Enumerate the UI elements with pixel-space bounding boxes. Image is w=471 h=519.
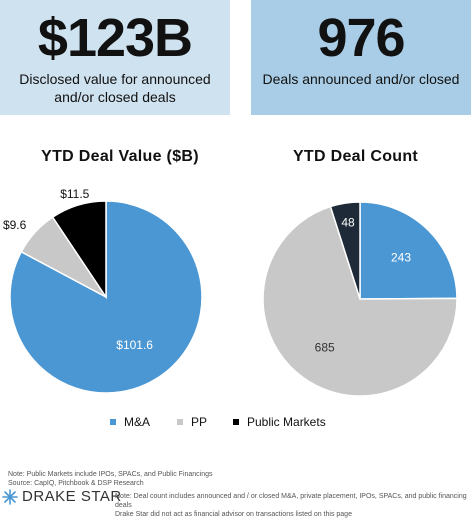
kpi-deal-value-description: Disclosed value for announced and/or clo… bbox=[19, 71, 211, 105]
footnote-left-line1: Note: Public Markets include IPOs, SPACs… bbox=[8, 471, 213, 478]
slice-pp bbox=[262, 205, 458, 397]
slice-label-pp: 685 bbox=[315, 341, 335, 355]
legend-swatch-public-markets bbox=[233, 419, 239, 425]
legend-item-pp: PP bbox=[177, 415, 207, 429]
slice-label-maa: $101.6 bbox=[116, 338, 153, 352]
kpi-deal-count-description: Deals announced and/or closed bbox=[262, 71, 460, 87]
legend-item-ma: M&A bbox=[110, 415, 150, 429]
deal-count-pie-chart: 243 685 48 bbox=[262, 201, 458, 397]
drake-star-logo: DRAKE STAR bbox=[2, 488, 122, 505]
slice-label-pp: $9.6 bbox=[3, 218, 27, 232]
slice-public-markets bbox=[329, 201, 361, 300]
slice-maa bbox=[359, 201, 458, 300]
kpi-deal-count-number: 976 bbox=[317, 8, 405, 68]
deal-value-pie-chart: $101.6 $9.6 $11.5 bbox=[3, 187, 203, 394]
kpi-deal-count: 976 Deals announced and/or closed bbox=[251, 0, 471, 115]
slice-label-maa: 243 bbox=[391, 251, 411, 265]
logo-text: DRAKE STAR bbox=[22, 488, 122, 505]
star-burst-icon bbox=[2, 488, 18, 505]
footnote-right-line1: Note: Deal count includes announced and … bbox=[115, 493, 467, 509]
footnote-left: Note: Public Markets include IPOs, SPACs… bbox=[8, 470, 213, 488]
legend-item-public-markets: Public Markets bbox=[233, 415, 326, 429]
footnote-left-line2: Source: CapIQ, Pitchbook & DSP Research bbox=[8, 480, 144, 487]
legend-label-pp: PP bbox=[191, 415, 208, 429]
slice-label-public-markets: 48 bbox=[341, 215, 355, 229]
slice-maa bbox=[9, 200, 203, 394]
legend-swatch-pp bbox=[177, 419, 183, 425]
slice-public-markets bbox=[51, 200, 107, 300]
legend-swatch-ma bbox=[110, 419, 116, 425]
legend-label-ma: M&A bbox=[124, 415, 151, 429]
legend-label-public-markets: Public Markets bbox=[247, 415, 326, 429]
kpi-deal-value: $123B Disclosed value for announced and/… bbox=[0, 0, 230, 115]
deal-count-chart-title: YTD Deal Count bbox=[292, 148, 419, 165]
slice-label-public-markets: $11.5 bbox=[60, 187, 89, 201]
kpi-deal-value-number: $123B bbox=[37, 8, 193, 68]
deal-value-chart-title: YTD Deal Value ($B) bbox=[41, 148, 199, 165]
